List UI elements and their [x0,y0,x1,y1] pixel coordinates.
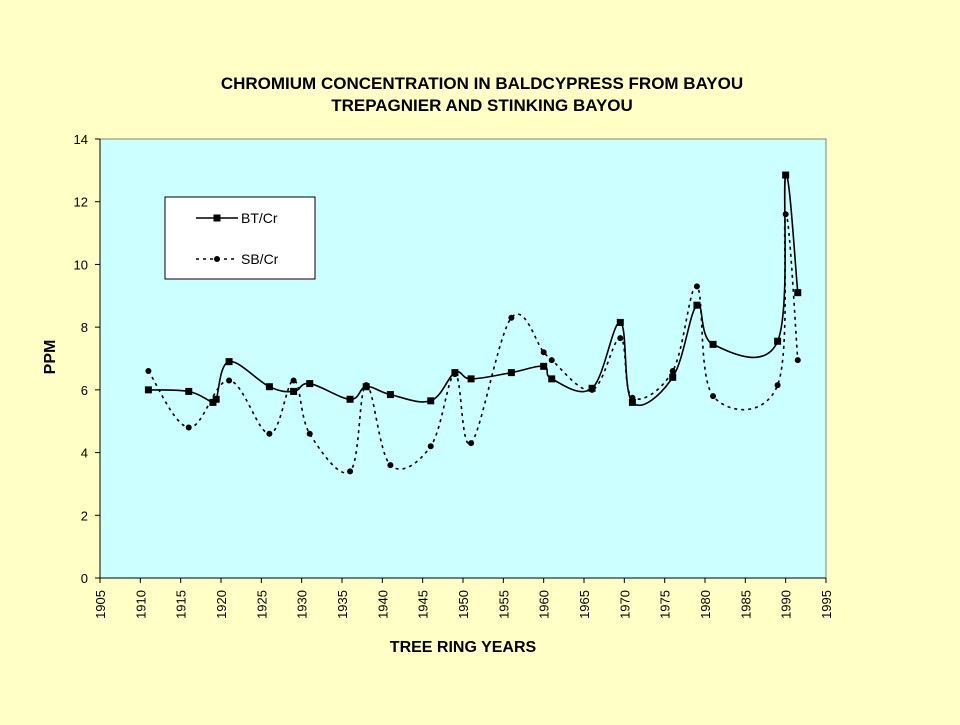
data-point-bt-cr [306,380,314,388]
y-tick-label: 14 [74,132,88,147]
data-point-sb-cr [145,368,152,375]
data-point-sb-cr [508,314,515,321]
data-point-bt-cr [212,395,220,403]
data-point-bt-cr [774,337,782,345]
x-tick-label: 1905 [93,590,108,619]
data-point-sb-cr [710,393,717,400]
x-tick-label: 1960 [537,590,552,619]
x-tick-label: 1955 [496,590,511,619]
data-point-bt-cr [290,387,298,395]
data-point-bt-cr [669,373,677,381]
y-tick-label: 10 [74,257,88,272]
data-point-sb-cr [794,357,801,364]
y-tick-label: 8 [81,320,88,335]
series-sb-cr [145,211,801,475]
data-point-bt-cr [616,318,624,326]
data-point-sb-cr [387,462,394,469]
data-point-sb-cr [782,211,789,218]
data-point-bt-cr [427,397,435,405]
data-point-sb-cr [306,430,313,437]
y-tick-label: 0 [81,571,88,586]
data-point-bt-cr [693,301,701,309]
data-point-sb-cr [693,283,700,290]
x-tick-label: 1940 [375,590,390,619]
data-point-sb-cr [290,377,297,384]
data-point-sb-cr [226,377,233,384]
data-point-bt-cr [265,383,273,391]
y-tick-label: 12 [74,195,88,210]
x-tick-label: 1935 [335,590,350,619]
legend-sb-label: SB/Cr [241,251,279,267]
data-point-sb-cr [589,386,596,393]
x-tick-label: 1995 [819,590,834,619]
data-point-bt-cr [709,340,717,348]
x-tick-label: 1975 [658,590,673,619]
legend-bt-label: BT/Cr [241,210,278,226]
data-point-sb-cr [347,468,354,475]
x-tick-label: 1915 [174,590,189,619]
data-point-sb-cr [363,382,370,389]
data-point-bt-cr [628,398,636,406]
data-point-bt-cr [346,395,354,403]
axes: 0 2 4 6 8 10 12 14 1905 1910 1915 1920 1925 1930 1935 1… [74,132,834,619]
data-point-sb-cr [266,430,273,437]
data-point-bt-cr [794,289,802,297]
data-point-sb-cr [617,335,624,342]
x-tick-label: 1990 [779,590,794,619]
legend-box [164,196,316,280]
data-point-sb-cr [774,382,781,389]
x-tick-label: 1930 [295,590,310,619]
x-tick-label: 1965 [577,590,592,619]
data-point-bt-cr [467,375,475,383]
data-point-sb-cr [468,440,475,447]
x-axis-title: TREE RING YEARS [390,639,537,656]
x-tick-label: 1985 [738,590,753,619]
data-point-bt-cr [548,375,556,383]
y-tick-label: 2 [81,508,88,523]
x-tick-label: 1910 [133,590,148,619]
data-point-bt-cr [540,362,548,370]
chart-title-line-1: CHROMIUM CONCENTRATION IN BALDCYPRESS FR… [221,74,743,93]
legend-bt-marker [213,214,221,222]
legend-sb-marker [214,256,220,262]
y-tick-label: 6 [81,383,88,398]
x-tick-label: 1925 [254,590,269,619]
x-tick-label: 1950 [456,590,471,619]
data-point-bt-cr [507,369,515,377]
data-point-bt-cr [782,171,790,179]
y-tick-label: 4 [81,446,88,461]
x-tick-label: 1970 [617,590,632,619]
data-point-sb-cr [540,349,547,356]
data-point-bt-cr [185,387,193,395]
data-point-sb-cr [548,357,555,364]
series-layer [144,171,802,475]
data-point-sb-cr [669,368,676,375]
x-tick-label: 1980 [698,590,713,619]
data-point-bt-cr [144,386,152,394]
data-point-sb-cr [427,443,434,450]
y-axis-title: PPM [42,340,59,375]
series-line-bt-cr [148,174,799,406]
x-tick-label: 1945 [416,590,431,619]
x-tick-label: 1920 [214,590,229,619]
series-line-sb-cr [147,213,799,474]
chart-title-line-2: TREPAGNIER AND STINKING BAYOU [331,96,633,115]
legend: BT/Cr SB/Cr [164,196,316,280]
data-point-sb-cr [629,394,636,401]
data-point-sb-cr [185,424,192,431]
data-point-bt-cr [386,391,394,399]
data-point-sb-cr [451,371,458,378]
data-point-bt-cr [225,358,233,366]
